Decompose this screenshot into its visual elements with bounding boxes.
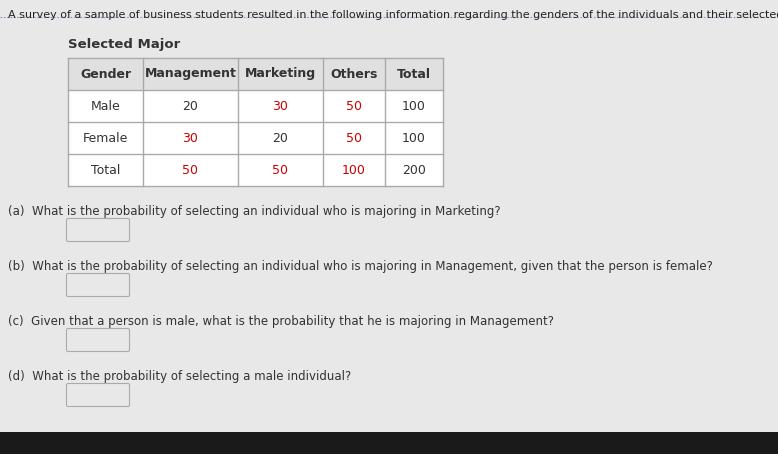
Text: Marketing: Marketing <box>245 68 316 80</box>
Text: (c)  Given that a person is male, what is the probability that he is majoring in: (c) Given that a person is male, what is… <box>8 315 554 328</box>
Text: Selected Major: Selected Major <box>68 38 180 51</box>
FancyBboxPatch shape <box>66 273 129 296</box>
Text: Female: Female <box>82 132 128 144</box>
Text: 30: 30 <box>183 132 198 144</box>
Text: 100: 100 <box>342 163 366 177</box>
FancyBboxPatch shape <box>66 384 129 406</box>
Text: 200: 200 <box>402 163 426 177</box>
Text: (d)  What is the probability of selecting a male individual?: (d) What is the probability of selecting… <box>8 370 351 383</box>
Text: Gender: Gender <box>80 68 131 80</box>
Text: 50: 50 <box>183 163 198 177</box>
Bar <box>68 58 443 90</box>
Text: (a)  What is the probability of selecting an individual who is majoring in Marke: (a) What is the probability of selecting… <box>8 205 500 218</box>
Text: 20: 20 <box>272 132 289 144</box>
FancyBboxPatch shape <box>66 329 129 351</box>
Bar <box>0 432 778 454</box>
Text: Management: Management <box>145 68 237 80</box>
Text: Others: Others <box>331 68 377 80</box>
Text: 30: 30 <box>272 99 289 113</box>
Text: 100: 100 <box>402 99 426 113</box>
Bar <box>68 58 443 186</box>
Text: 100: 100 <box>402 132 426 144</box>
Text: A survey of a sample of business students resulted in the following information : A survey of a sample of business student… <box>8 10 778 20</box>
Text: 50: 50 <box>346 99 362 113</box>
Text: 50: 50 <box>272 163 289 177</box>
Text: (b)  What is the probability of selecting an individual who is majoring in Manag: (b) What is the probability of selecting… <box>8 260 713 273</box>
Text: Total: Total <box>91 163 120 177</box>
FancyBboxPatch shape <box>66 218 129 242</box>
Text: Total: Total <box>397 68 431 80</box>
Text: Male: Male <box>90 99 121 113</box>
Text: 50: 50 <box>346 132 362 144</box>
Text: 20: 20 <box>183 99 198 113</box>
